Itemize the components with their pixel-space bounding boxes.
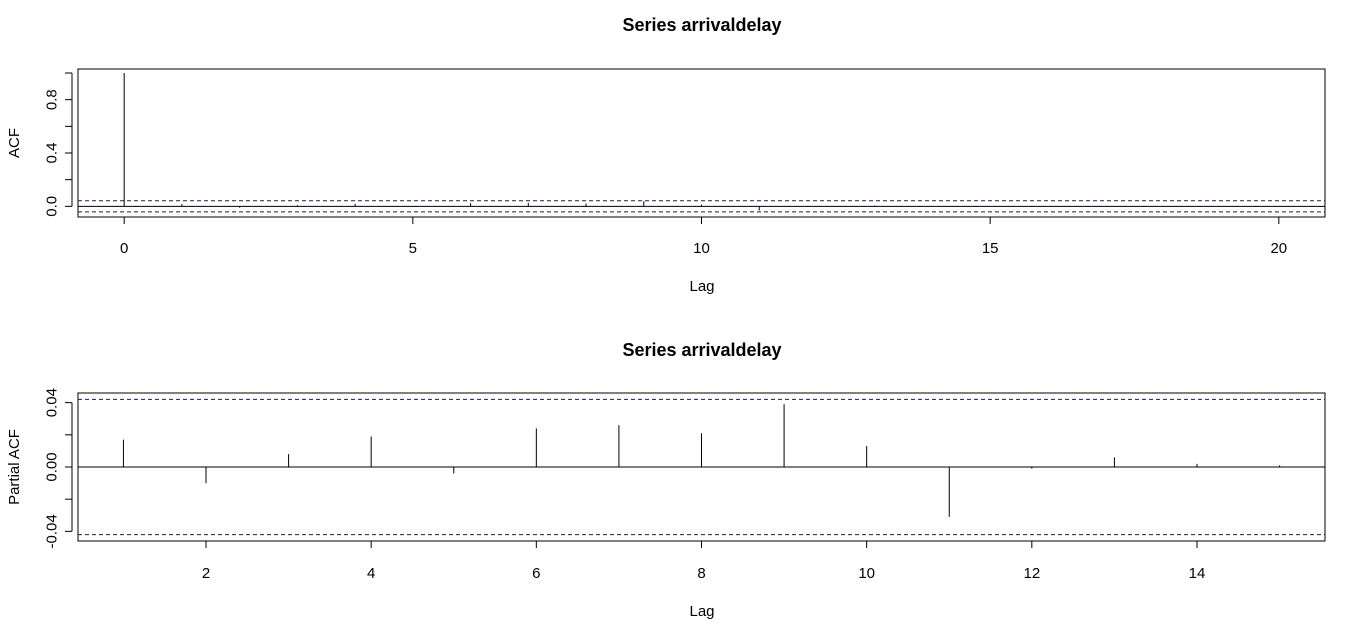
acf-x-tick-label: 10 (693, 240, 710, 257)
pacf-x-tick-label: 6 (532, 565, 540, 582)
pacf-y-tick-label: 0.00 (44, 452, 61, 481)
acf-panel: Series arrivaldelay 0 5 10 15 20 0.0 0.4 0.8 L… (6, 15, 1326, 295)
acf-x-ticks: 0 5 10 15 20 (120, 216, 1287, 257)
pacf-x-tick-label: 10 (858, 565, 875, 582)
pacf-x-tick-label: 8 (697, 565, 705, 582)
acf-y-axis-label: ACF (6, 128, 23, 158)
pacf-title: Series arrivaldelay (622, 340, 781, 360)
acf-bars (78, 73, 1325, 213)
acf-x-tick-label: 5 (409, 240, 417, 257)
pacf-x-tick-label: 14 (1189, 565, 1206, 582)
acf-x-axis-label: Lag (689, 278, 714, 295)
acf-x-tick-label: 15 (982, 240, 999, 257)
acf-y-tick-label: 0.4 (44, 143, 61, 164)
pacf-x-tick-label: 12 (1023, 565, 1040, 582)
pacf-panel: Series arrivaldelay 2 4 6 8 10 12 14 -0.04 0.00… (6, 340, 1326, 620)
pacf-x-axis-label: Lag (689, 603, 714, 620)
pacf-x-tick-label: 2 (202, 565, 210, 582)
pacf-x-ticks: 2 4 6 8 10 12 14 (202, 540, 1206, 582)
acf-x-tick-label: 20 (1270, 240, 1287, 257)
pacf-bars (78, 398, 1325, 536)
pacf-x-tick-label: 4 (367, 565, 375, 582)
pacf-y-tick-label: 0.04 (44, 388, 61, 417)
acf-y-ticks: 0.0 0.4 0.8 (44, 72, 73, 217)
acf-x-tick-label: 0 (120, 240, 128, 257)
acf-y-tick-label: 0.8 (44, 89, 61, 110)
acf-plot-frame (77, 68, 1326, 218)
acf-y-tick-label: 0.0 (44, 196, 61, 217)
pacf-y-tick-label: -0.04 (44, 514, 61, 548)
pacf-y-axis-label: Partial ACF (6, 429, 23, 505)
acf-title: Series arrivaldelay (622, 15, 781, 35)
pacf-y-ticks: -0.04 0.00 0.04 (44, 388, 73, 548)
